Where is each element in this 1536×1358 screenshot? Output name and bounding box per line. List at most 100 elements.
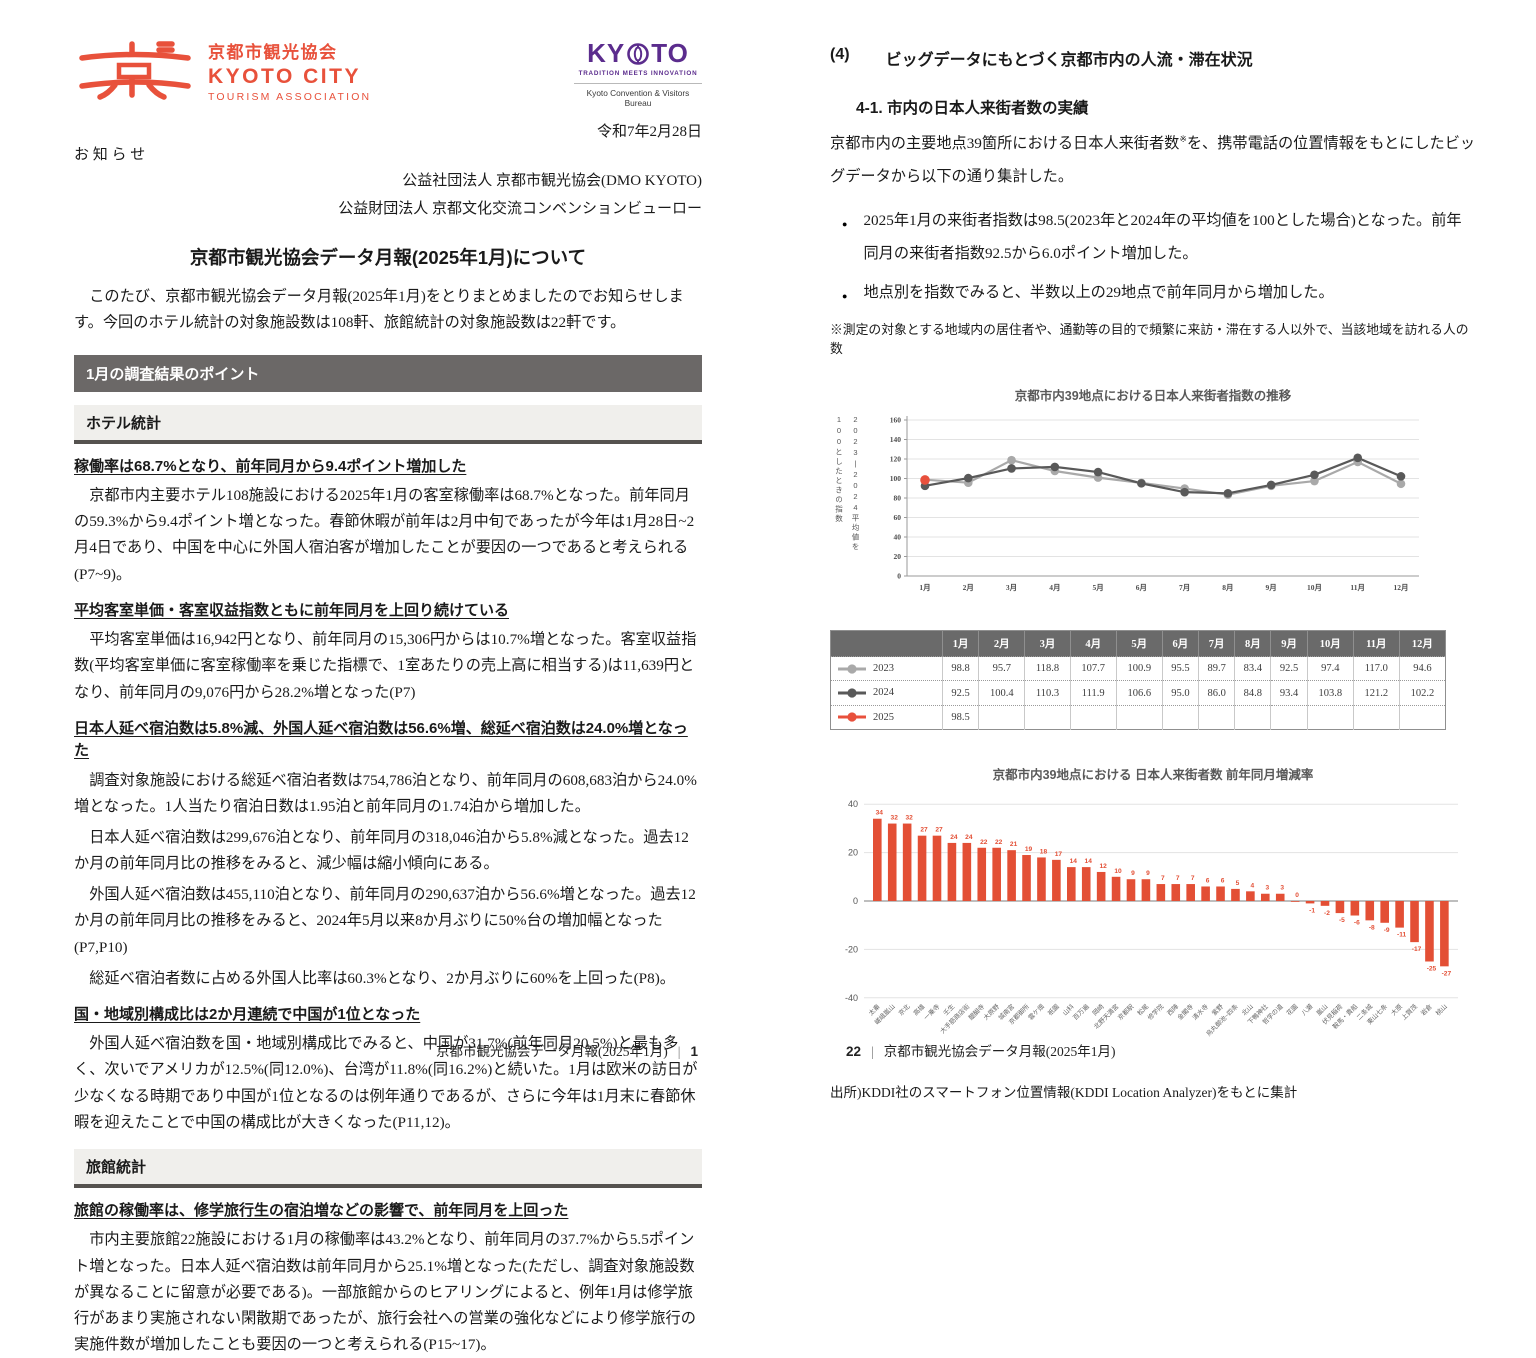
index-value-cell: 106.6 (1115, 680, 1163, 706)
notice-label: お 知 ら せ (74, 147, 146, 163)
svg-text:10: 10 (1114, 867, 1122, 874)
svg-text:-25: -25 (1427, 965, 1437, 972)
svg-text:-2: -2 (1324, 909, 1330, 916)
svg-text:22: 22 (995, 838, 1003, 845)
body-paragraph: 調査対象施設における総延べ宿泊者数は754,786泊となり、前年同月の608,6… (74, 771, 697, 815)
svg-text:祇園: 祇園 (1045, 1001, 1060, 1016)
section-heading: (4) ビッグデータにもとづく京都市内の人流・滞在状況 (830, 46, 1476, 70)
svg-text:9月: 9月 (1266, 583, 1277, 592)
svg-text:20: 20 (848, 847, 858, 857)
svg-text:24: 24 (965, 834, 973, 841)
body-paragraph: 市内主要旅館22施設における1月の稼働率は43.2%となり、前年同月の37.7%… (74, 1231, 696, 1353)
table-row: 2023 98.8 95.7 118.8 107.7 100.9 95.5 89.7 83.4 9… (830, 656, 1446, 681)
kcvb-wordmark: KY TO (574, 38, 702, 69)
svg-text:4: 4 (1251, 882, 1255, 889)
svg-text:岩倉: 岩倉 (1418, 1001, 1434, 1017)
key-point-heading: 日本人延べ宿泊数は5.8%減、外国人延べ宿泊数は56.6%増、総延べ宿泊数は24… (74, 719, 688, 760)
index-value-cell: 94.6 (1398, 656, 1446, 681)
svg-text:修学院: 修学院 (1145, 1001, 1165, 1021)
line-chart-title: 京都市内39地点における日本人来街者指数の推移 (1014, 389, 1292, 404)
index-value-cell (1115, 704, 1163, 730)
index-value-cell (1270, 704, 1308, 730)
index-value-cell: 102.2 (1398, 680, 1446, 706)
svg-text:11月: 11月 (1350, 583, 1365, 592)
svg-text:-8: -8 (1369, 924, 1375, 931)
body-paragraph: 総延べ宿泊者数に占める外国人比率は60.3%となり、2か月ぶりに60%を上回った… (89, 969, 675, 987)
svg-text:京都駅: 京都駅 (1115, 1001, 1135, 1021)
footnote-text: ※測定の対象とする地域内の居住者や、通勤等の目的で頻繁に来訪・滞在する人以外で、… (830, 323, 1469, 357)
svg-text:八瀬: 八瀬 (1299, 1001, 1315, 1017)
key-point-heading: 国・地域別構成比は2か月連続で中国が1位となった (74, 1005, 421, 1023)
points-banner: 1月の調査結果のポイント (74, 354, 702, 392)
svg-text:桃山: 桃山 (1433, 1001, 1448, 1016)
index-value-cell: 117.0 (1352, 656, 1400, 681)
index-value-cell: 92.5 (941, 680, 979, 706)
svg-text:18: 18 (1040, 848, 1048, 855)
svg-text:花園: 花園 (1284, 1001, 1299, 1016)
index-value-cell (978, 704, 1025, 730)
svg-text:2月: 2月 (963, 583, 974, 592)
document-title: 京都市観光協会データ月報(2025年1月)について (189, 246, 587, 268)
table-row: 2025 98.5 (830, 704, 1446, 730)
section-number: (4) (830, 46, 850, 63)
svg-text:3: 3 (1280, 884, 1284, 891)
svg-text:9: 9 (1146, 870, 1150, 877)
bar-chart-title: 京都市内39地点における 日本人来街者数 前年同月増減率 (992, 767, 1314, 782)
svg-text:10月: 10月 (1307, 583, 1322, 592)
index-value-cell: 83.4 (1234, 656, 1271, 681)
svg-text:7: 7 (1161, 875, 1165, 882)
series-year: 2025 (873, 711, 894, 723)
bullet-item: ● 2025年1月の来街者指数は98.5(2023年と2024年の平均値を100と… (830, 205, 1476, 270)
svg-text:大手筋商店街: 大手筋商店街 (938, 1001, 972, 1035)
footer-doc-title: 京都市観光協会データ月報(2025年1月) (436, 1044, 668, 1059)
right-page-footer: 22 | 京都市観光協会データ月報(2025年1月) (846, 1040, 1115, 1060)
index-value-cell (1352, 704, 1400, 730)
index-value-cell: 98.8 (941, 656, 979, 681)
body-paragraph: 平均客室単価は16,942円となり、前年同月の15,306円からは10.7%増と… (74, 631, 697, 701)
svg-text:27: 27 (920, 826, 928, 833)
line-chart-y-axis-label: 2023|2024平均値を 100としたときの指数 (830, 415, 863, 590)
table-month-header: 3月 (1024, 630, 1071, 657)
svg-text:-11: -11 (1397, 931, 1406, 938)
footnote-marker: ※ (1179, 133, 1187, 144)
svg-text:60: 60 (894, 513, 902, 522)
svg-text:0: 0 (853, 896, 858, 906)
yoy-change-bar-chart: -40-200204034太秦32嵯峨嵐山32京北27高雄27一乗寺24壬生24… (845, 799, 1458, 1038)
svg-text:14: 14 (1085, 858, 1093, 865)
svg-text:清水寺: 清水寺 (1190, 1001, 1210, 1021)
kcta-logo-text: 京都市観光協会 KYOTO CITY TOURISM ASSOCIATION (208, 38, 371, 103)
lead-text-cont: を、携帯電話の位置情報をもとにしたビッグデータから以下の通り集計した。 (830, 135, 1476, 185)
kcta-org-en2: TOURISM ASSOCIATION (208, 91, 372, 103)
svg-text:-9: -9 (1384, 926, 1390, 933)
bullet-item: ● 地点別を指数でみると、半数以上の29地点で前年同月から増加した。 (830, 277, 1476, 310)
index-value-cell: 118.8 (1024, 656, 1071, 681)
index-value-cell (1234, 704, 1271, 730)
body-paragraph: 外国人延べ宿泊数は455,110泊となり、前年同月の290,637泊から56.6… (74, 886, 696, 956)
svg-text:3: 3 (1265, 884, 1269, 891)
table-month-header: 7月 (1198, 630, 1235, 657)
report-sections: ホテル統計 稼働率は68.7%となり、前年同月から9.4ポイント増加した 京都市内主… (74, 404, 702, 1358)
index-value-cell (1398, 704, 1446, 730)
svg-text:21: 21 (1010, 841, 1018, 848)
svg-text:7: 7 (1191, 875, 1195, 882)
body-paragraph: 京都市内主要ホテル108施設における2025年1月の客室稼働率は68.7%となっ… (74, 487, 695, 583)
index-value-cell: 95.0 (1161, 680, 1199, 706)
index-value-cell (1198, 704, 1235, 730)
subsection-heading: 4-1. 市内の日本人来街者数の実績 (856, 100, 1089, 117)
table-corner-cell (830, 630, 943, 657)
svg-text:0: 0 (1295, 892, 1299, 899)
lead-paragraph: 京都市内の主要地点39箇所における日本人来街者数※を、携帯電話の位置情報をもとに… (830, 128, 1476, 193)
kcvb-wordmark-left: KY (587, 38, 626, 68)
left-page-footer: 京都市観光協会データ月報(2025年1月) | 1 (436, 1040, 698, 1060)
svg-text:12月: 12月 (1394, 583, 1409, 592)
table-month-header: 9月 (1270, 630, 1308, 657)
kcta-logo-icon (79, 40, 191, 100)
source-note: 出所)KDDI社のスマートフォン位置情報(KDDI Location Analy… (830, 1084, 1298, 1100)
svg-text:7: 7 (1176, 875, 1180, 882)
table-row: 2024 92.5 100.4 110.3 111.9 106.6 95.0 86.0 84.8… (830, 680, 1446, 706)
issue-date: 令和7年2月28日 (596, 124, 702, 140)
svg-text:40: 40 (848, 799, 858, 809)
legend-line-icon (838, 688, 866, 698)
kcta-org-en1: KYOTO CITY (208, 65, 361, 88)
kcta-org-ja: 京都市観光協会 (208, 43, 338, 62)
